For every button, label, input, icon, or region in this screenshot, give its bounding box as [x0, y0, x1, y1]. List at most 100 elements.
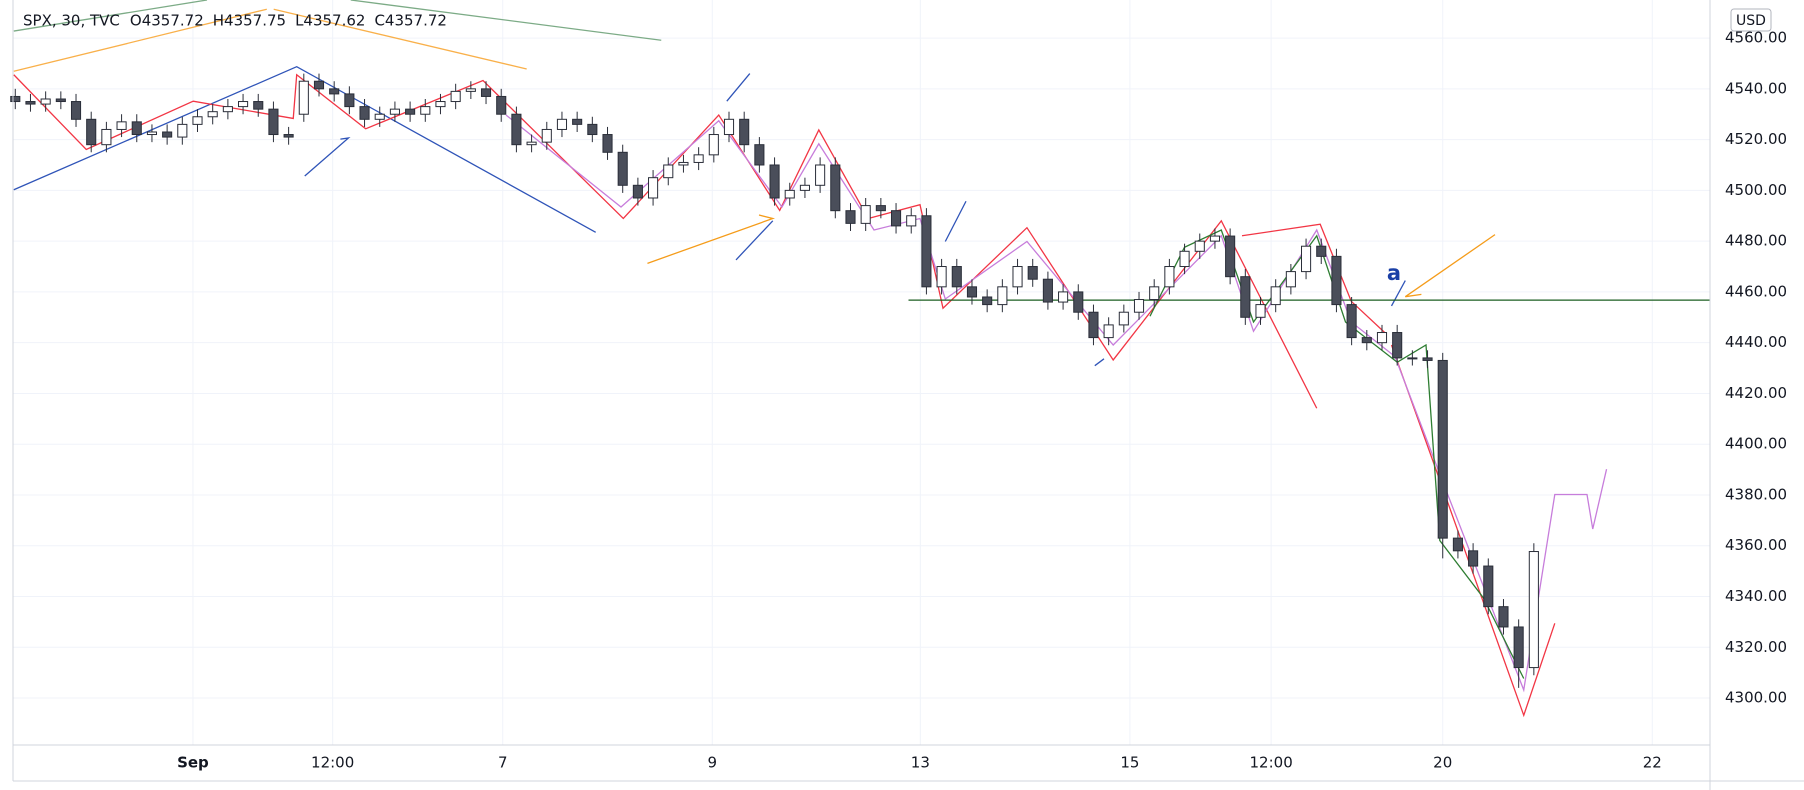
channel	[14, 67, 596, 233]
candle-body	[663, 164, 674, 179]
candle-body	[405, 108, 416, 115]
candle-body	[815, 164, 826, 186]
candle-body	[496, 95, 507, 115]
candle-body	[1513, 626, 1524, 669]
candle-body	[253, 101, 264, 110]
candle-body	[1452, 537, 1463, 552]
x-tick-label: 7	[498, 754, 508, 772]
candle-body	[207, 111, 218, 118]
candle-body	[146, 131, 158, 136]
candle-body	[1194, 240, 1205, 252]
candle-body	[101, 128, 112, 146]
candle-body	[587, 123, 598, 136]
candle-body	[966, 286, 978, 298]
wave	[1150, 230, 1524, 679]
candle-body	[1361, 337, 1372, 344]
drawings	[14, 0, 1710, 715]
candle-body	[480, 88, 492, 97]
candle-body	[116, 121, 127, 130]
candle-body	[1468, 550, 1479, 567]
candle-body	[1301, 245, 1312, 273]
candle-body	[1088, 311, 1099, 339]
candle-body	[1316, 245, 1327, 257]
candle-body	[632, 184, 643, 199]
candle-body	[1498, 606, 1509, 628]
candle-body	[693, 154, 704, 163]
y-tick-label: 4520.00	[1725, 130, 1787, 148]
currency: USD	[1736, 13, 1766, 29]
candle-body	[617, 151, 628, 186]
candle-body	[86, 118, 97, 146]
candles	[10, 73, 1539, 688]
y-tick-label: 4340.00	[1725, 587, 1787, 605]
candle-body	[1058, 291, 1069, 303]
candle-body	[1164, 266, 1175, 288]
x-tick-label: 9	[708, 754, 718, 772]
projection	[506, 115, 1607, 690]
candle-body	[450, 90, 461, 103]
arrow	[1405, 235, 1495, 297]
y-tick-label: 4480.00	[1725, 232, 1787, 250]
candle-body	[799, 184, 810, 191]
trend-line	[14, 0, 207, 31]
grid	[13, 0, 1710, 745]
annotation: a	[1387, 261, 1401, 285]
candle-body	[1285, 271, 1296, 288]
candle-body	[997, 286, 1008, 306]
candle-body	[55, 98, 66, 103]
candle-body	[313, 80, 325, 90]
x-tick-label: 20	[1433, 754, 1452, 772]
candle-body	[1437, 359, 1448, 539]
header: SPX, 30, TVC O4357.72 H4357.75 L4357.62 C43…	[23, 12, 447, 30]
candle-body	[845, 210, 856, 224]
candle-body	[329, 88, 340, 95]
candle-body	[921, 215, 932, 288]
candle-body	[1133, 299, 1145, 313]
candle-body	[982, 296, 993, 306]
trend-line	[351, 0, 662, 40]
candle-body	[906, 215, 917, 227]
candle-body	[678, 161, 689, 166]
candle-body	[162, 131, 173, 138]
candle-body	[1240, 276, 1251, 318]
candle-body	[1392, 332, 1403, 359]
candle-body	[435, 101, 446, 108]
candle-body	[739, 118, 750, 146]
candle-body	[1528, 551, 1539, 669]
candle-body	[1118, 311, 1129, 326]
ohlc-value: O4357.72	[130, 12, 204, 30]
candle-body	[1209, 235, 1221, 242]
ohlc-value: C4357.72	[374, 12, 447, 30]
candle-body	[344, 93, 355, 108]
arrow	[305, 138, 349, 176]
candle-body	[754, 144, 765, 166]
candle-body	[1407, 357, 1418, 360]
candle-body	[238, 101, 249, 108]
candle-body	[1179, 250, 1190, 268]
x-tick-label: Sep	[177, 754, 209, 772]
candle-body	[1225, 235, 1236, 278]
candle-body	[769, 164, 780, 199]
y-tick-label: 4420.00	[1725, 384, 1787, 402]
candle-body	[131, 121, 142, 136]
y-tick-label: 4440.00	[1725, 333, 1787, 351]
symbol: SPX, 30, TVC	[23, 12, 120, 30]
y-tick-label: 4320.00	[1725, 638, 1787, 656]
candle-body	[1042, 278, 1053, 303]
trend-line	[274, 9, 527, 69]
x-tick-label: 12:00	[311, 754, 354, 772]
arrow	[647, 215, 772, 263]
x-tick-label: 15	[1120, 754, 1139, 772]
arrow	[945, 201, 966, 241]
y-tick-label: 4400.00	[1725, 435, 1787, 453]
candle-body	[1346, 304, 1357, 339]
candle-body	[222, 106, 233, 113]
candle-body	[541, 128, 552, 143]
candle-body	[1012, 266, 1023, 288]
candle-body	[526, 141, 537, 146]
candle-body	[860, 205, 871, 224]
candle-body	[951, 266, 962, 288]
x-tick-label: 22	[1643, 754, 1662, 772]
candle-body	[1103, 324, 1114, 339]
